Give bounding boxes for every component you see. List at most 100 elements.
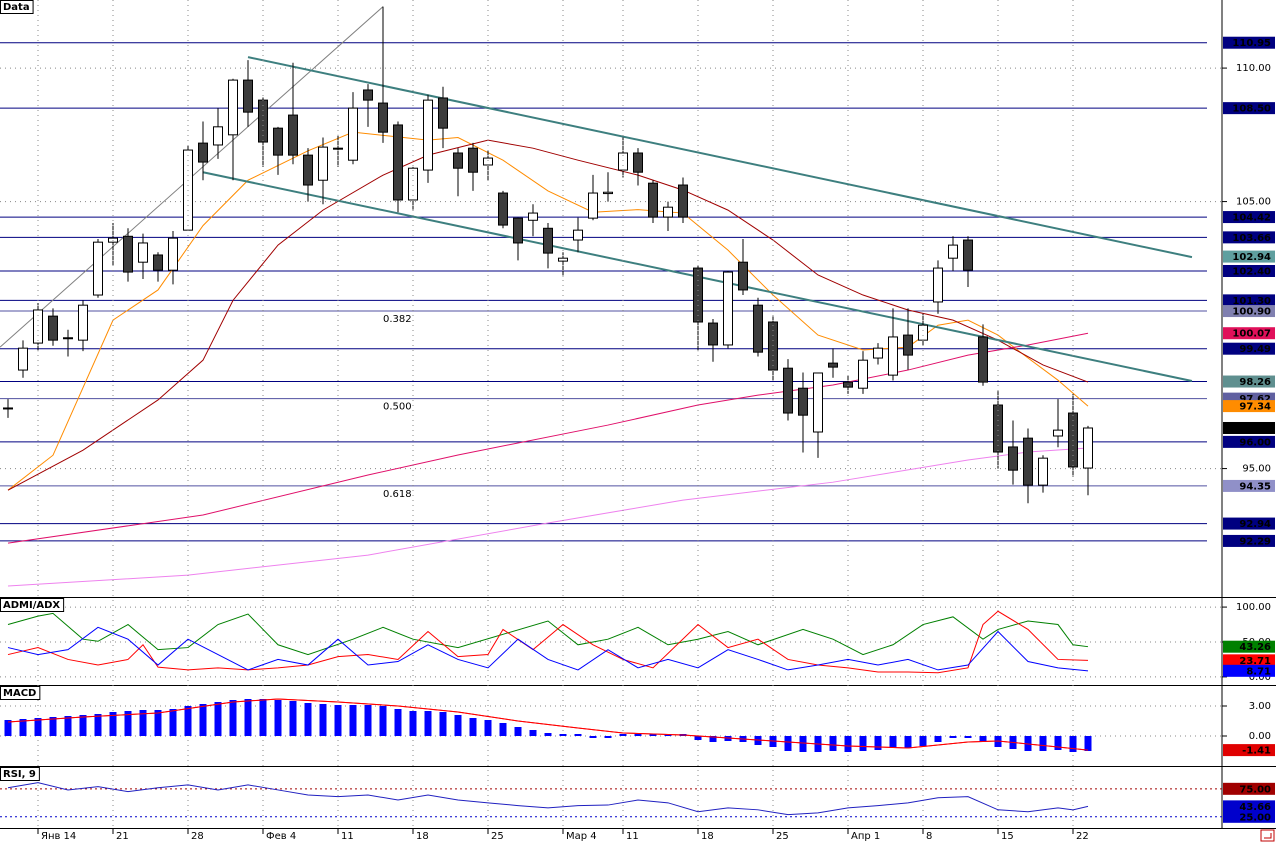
price-label: 23.71 bbox=[1239, 656, 1271, 667]
price-label-box bbox=[1223, 534, 1275, 547]
x-tick-label: 18 bbox=[701, 831, 714, 842]
macd-bar bbox=[904, 736, 912, 748]
candle-body bbox=[1053, 429, 1063, 437]
price-label-box bbox=[1223, 250, 1275, 263]
x-tick-label: 18 bbox=[416, 831, 429, 842]
candle-body bbox=[843, 381, 853, 388]
price-label-box bbox=[1223, 664, 1275, 677]
price-label-box bbox=[1223, 640, 1275, 653]
macd-bar bbox=[124, 711, 132, 736]
fib-label: 0.382 bbox=[383, 314, 412, 325]
macd-bar bbox=[34, 718, 42, 736]
macd-bar bbox=[169, 709, 177, 736]
candle-body bbox=[558, 257, 568, 262]
x-tick-label: 25 bbox=[491, 831, 504, 842]
candle-body bbox=[678, 184, 688, 218]
macd-bar bbox=[154, 710, 162, 736]
macd-bar bbox=[139, 710, 147, 736]
candle-body bbox=[273, 127, 283, 156]
candle-body bbox=[438, 97, 448, 129]
candle-body bbox=[228, 79, 238, 136]
candle-body bbox=[363, 89, 373, 101]
indicator-line bbox=[7, 131, 1089, 491]
macd-bar bbox=[304, 703, 312, 736]
candle-body bbox=[813, 372, 823, 433]
price-label-box bbox=[1223, 421, 1275, 434]
price-label-box bbox=[1223, 102, 1275, 115]
y-tick-label: 0.00 bbox=[1249, 731, 1271, 742]
macd-bar bbox=[64, 716, 72, 736]
price-label-box bbox=[1223, 264, 1275, 277]
candle-body bbox=[33, 309, 43, 344]
macd-bar bbox=[424, 711, 432, 736]
candle-body bbox=[768, 321, 778, 371]
candle-body bbox=[978, 336, 988, 383]
fib-label: 0.618 bbox=[383, 489, 412, 500]
price-label: 96.52 bbox=[1239, 423, 1271, 434]
corner-button[interactable] bbox=[1260, 829, 1275, 842]
candle-body bbox=[483, 157, 493, 166]
candle-body bbox=[138, 242, 148, 263]
price-label-box bbox=[1223, 211, 1275, 224]
price-label-box bbox=[1223, 744, 1275, 757]
candle-body bbox=[723, 271, 733, 346]
candle-body bbox=[63, 337, 73, 340]
x-tick-label: Фев 4 bbox=[266, 831, 296, 842]
price-label: 108.50 bbox=[1232, 104, 1271, 115]
candle-body bbox=[453, 152, 463, 169]
y-tick-label: 105.00 bbox=[1236, 197, 1271, 208]
y-tick-label: 0.00 bbox=[1249, 672, 1271, 683]
macd-bar bbox=[499, 723, 507, 736]
indicator-line bbox=[7, 626, 1089, 672]
price-label-box bbox=[1223, 517, 1275, 530]
candle-body bbox=[603, 191, 613, 195]
macd-bar bbox=[709, 736, 717, 742]
price-label: 97.34 bbox=[1239, 402, 1271, 413]
price-label-box bbox=[1223, 327, 1275, 340]
macd-bar bbox=[949, 736, 957, 738]
candle-body bbox=[948, 244, 958, 259]
x-tick-label: Янв 14 bbox=[41, 831, 76, 842]
price-label: 94.35 bbox=[1239, 481, 1271, 492]
price-label: 97.62 bbox=[1239, 394, 1271, 405]
candle-body bbox=[543, 227, 553, 254]
candle-body bbox=[738, 261, 748, 291]
candle-body bbox=[783, 367, 793, 414]
macd-bar bbox=[634, 734, 642, 736]
macd-bar bbox=[49, 717, 57, 736]
candle-body bbox=[78, 304, 88, 341]
candle-body bbox=[753, 304, 763, 353]
price-label: 99.49 bbox=[1239, 344, 1271, 355]
macd-bar bbox=[4, 720, 12, 736]
price-label-box bbox=[1223, 400, 1275, 413]
macd-bar bbox=[1039, 736, 1047, 751]
panel-title: Data bbox=[3, 2, 30, 13]
macd-bar bbox=[799, 736, 807, 752]
candle-body bbox=[708, 322, 718, 346]
candle-body bbox=[513, 217, 523, 244]
candle-body bbox=[933, 267, 943, 303]
candle-body bbox=[198, 142, 208, 163]
price-label: 92.29 bbox=[1239, 536, 1271, 547]
price-label-box bbox=[1223, 294, 1275, 307]
candle-body bbox=[1083, 427, 1093, 469]
macd-bar bbox=[919, 736, 927, 746]
price-label: 103.66 bbox=[1232, 233, 1271, 244]
candle-body bbox=[243, 79, 253, 113]
macd-bar bbox=[379, 706, 387, 736]
price-label: 43.26 bbox=[1239, 642, 1271, 653]
macd-bar bbox=[259, 699, 267, 736]
panel-title-box bbox=[0, 0, 34, 14]
fib-label: 0.500 bbox=[383, 402, 412, 413]
candle-body bbox=[888, 336, 898, 376]
macd-bar bbox=[544, 733, 552, 736]
y-tick-label: 95.00 bbox=[1242, 464, 1271, 475]
macd-bar bbox=[454, 715, 462, 736]
candle-body bbox=[408, 167, 418, 201]
macd-bar bbox=[844, 736, 852, 752]
macd-bar bbox=[274, 700, 282, 736]
candle-body bbox=[633, 152, 643, 173]
x-tick-label: 15 bbox=[1001, 831, 1014, 842]
panel-plot bbox=[0, 698, 1222, 752]
